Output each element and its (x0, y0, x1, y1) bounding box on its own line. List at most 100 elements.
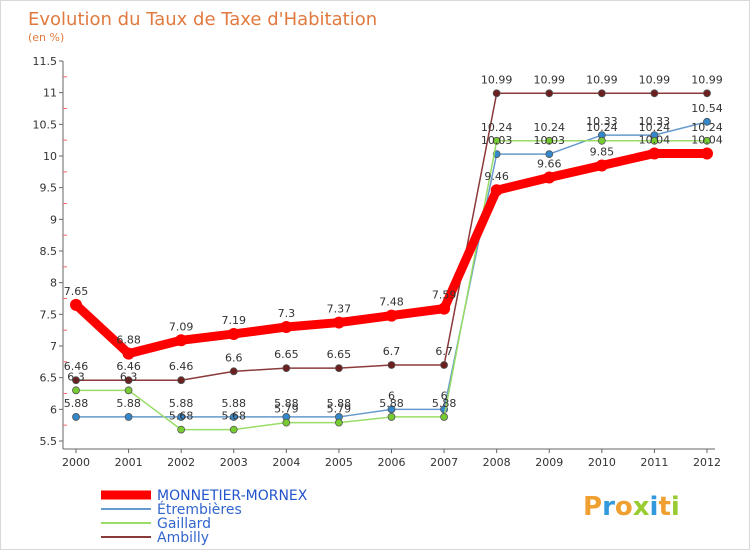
y-tick-label: 8 (50, 277, 57, 290)
data-point-s1-12 (703, 117, 711, 126)
data-point-s3-10 (597, 89, 606, 98)
legend-label-0: MONNETIER-MORNEX (157, 488, 308, 504)
data-label-s2-5: 5.79 (327, 403, 352, 416)
data-label-s2-11: 10.24 (639, 121, 671, 134)
data-label-s2-0: 6.3 (67, 370, 85, 383)
axes: 5.5 6 6.5 7 7.5 8 8.5 9 9.5 10 10.5 11 11.5 2000 2001 2… (33, 55, 722, 469)
data-label-s3-0: 6.46 (64, 360, 89, 373)
data-label-s0-0: 7.65 (64, 285, 89, 298)
chart-title: Evolution du Taux de Taxe d'Habitation (28, 9, 377, 30)
data-label-s3-6: 6.7 (383, 345, 401, 358)
data-point-s3-2 (177, 376, 186, 385)
data-label-s1-11: 10.33 (639, 115, 671, 128)
data-point-s2-9 (545, 136, 554, 145)
data-label-s1-8: 10.03 (481, 134, 513, 147)
data-label-s1-10: 10.33 (586, 115, 618, 128)
data-point-s3-8 (492, 89, 501, 98)
x-tick-label: 2004 (272, 456, 300, 469)
data-point-s2-5 (335, 418, 343, 427)
data-label-s2-12: 10.24 (691, 121, 723, 134)
logo-letter: P (583, 492, 602, 522)
proxiti-logo: Proxiti (583, 492, 680, 522)
data-label-s1-9: 10.03 (534, 134, 566, 147)
data-labels-layer: 6.46 6.46 6.46 6.6 6.65 6.65 6.7 6.7 10.99 10.99 1… (64, 73, 723, 422)
y-tick-label: 6 (50, 403, 57, 416)
legend-label-1: Étrembières (157, 501, 242, 518)
data-point-s2-0 (72, 386, 80, 395)
logo-letter: i (650, 492, 659, 522)
x-tick-label: 2007 (430, 456, 458, 469)
data-label-s0-3: 7.19 (222, 314, 247, 327)
data-point-s3-11 (650, 89, 659, 98)
data-label-s3-1: 6.46 (116, 360, 141, 373)
series-line-2 (75, 140, 708, 431)
data-point-s1-2 (177, 413, 186, 421)
x-tick-label: 2000 (62, 456, 90, 469)
data-label-s0-1: 6.88 (116, 334, 141, 347)
data-label-s2-3: 5.68 (222, 410, 247, 423)
data-label-s2-9: 10.24 (534, 121, 566, 134)
y-tick-label: 8.5 (40, 245, 58, 258)
series-line-3 (75, 92, 708, 381)
data-point-s2-3 (229, 425, 238, 434)
x-tick-label: 2006 (378, 456, 406, 469)
data-label-s3-2: 6.46 (169, 360, 194, 373)
data-label-s3-7: 6.7 (435, 345, 453, 358)
data-label-s1-7: 6 (441, 389, 448, 402)
data-label-s0-4: 7.3 (278, 307, 296, 320)
x-tick-label: 2003 (220, 456, 248, 469)
logo-letter: x (633, 492, 650, 522)
data-point-s3-1 (124, 376, 133, 385)
y-tick-label: 5.5 (40, 435, 58, 448)
logo-letter: o (615, 492, 633, 522)
data-point-s2-6 (387, 413, 396, 421)
data-label-s0-10: 9.85 (590, 146, 615, 159)
data-label-s1-5: 5.88 (327, 397, 352, 410)
data-point-s0-6 (385, 309, 398, 322)
data-point-s0-11 (648, 147, 661, 160)
y-tick-label: 11.5 (33, 55, 58, 68)
y-tick-label: 7.5 (40, 308, 58, 321)
data-label-s0-8: 9.46 (484, 170, 509, 183)
data-point-s0-9 (543, 171, 556, 184)
legend: MONNETIER-MORNEXÉtrembièresGaillardAmbil… (101, 488, 308, 546)
data-point-s0-10 (595, 159, 608, 172)
data-point-s2-2 (177, 425, 186, 434)
data-label-s1-4: 5.88 (274, 397, 299, 410)
data-point-s1-6 (387, 405, 396, 414)
data-label-s3-10: 10.99 (586, 73, 618, 86)
data-point-s3-7 (440, 361, 448, 369)
x-tick-label: 2008 (483, 456, 511, 469)
data-label-s2-1: 6.3 (120, 370, 138, 383)
data-label-s3-11: 10.99 (639, 73, 671, 86)
x-tick-label: 2005 (325, 456, 353, 469)
x-tick-label: 2002 (167, 456, 195, 469)
data-point-s3-0 (72, 376, 80, 385)
data-label-s3-12: 10.99 (691, 73, 723, 86)
data-point-s0-12 (701, 147, 713, 160)
data-label-s1-1: 5.88 (116, 397, 141, 410)
data-point-s2-7 (440, 413, 448, 421)
data-label-s2-10: 10.24 (586, 121, 618, 134)
data-point-s0-2 (175, 334, 188, 347)
y-tick-label: 10.5 (33, 118, 58, 131)
data-label-s0-6: 7.48 (379, 296, 404, 309)
data-label-s0-12: 10.04 (691, 133, 723, 146)
data-point-s1-9 (545, 150, 554, 159)
data-point-s3-12 (703, 89, 711, 98)
legend-label-2: Gaillard (157, 516, 211, 532)
logo-letter: i (671, 492, 680, 522)
data-point-s3-4 (282, 364, 291, 373)
y-tick-label: 9.5 (40, 182, 58, 195)
data-point-s3-6 (387, 361, 396, 369)
data-label-s2-6: 5.88 (379, 397, 404, 410)
data-label-s2-4: 5.79 (274, 403, 299, 416)
data-label-s0-9: 9.66 (537, 158, 562, 171)
x-tick-label: 2010 (588, 456, 616, 469)
data-point-s0-1 (122, 347, 135, 360)
logo-letter: r (602, 492, 615, 522)
y-tick-label: 11 (43, 87, 57, 100)
data-point-s2-4 (282, 418, 291, 427)
data-point-s0-7 (438, 302, 451, 315)
